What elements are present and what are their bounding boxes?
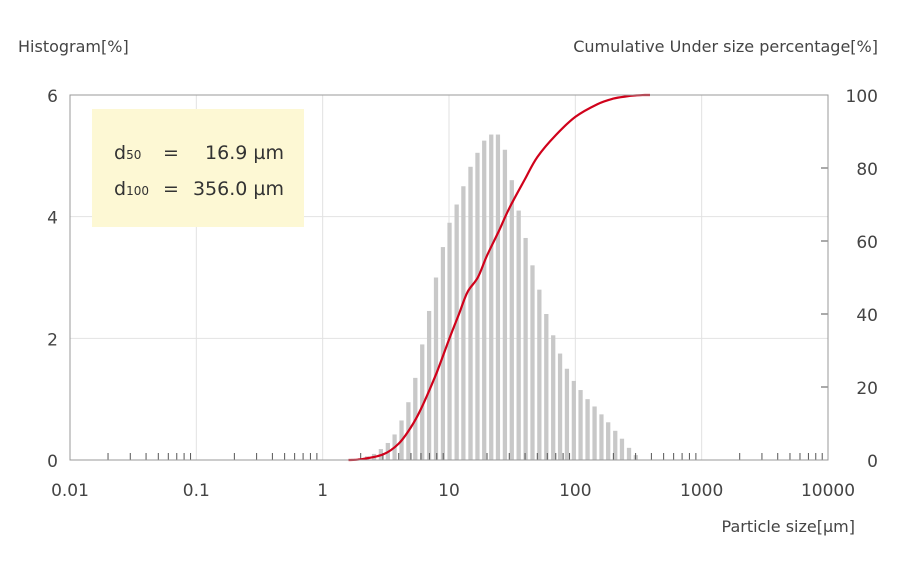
histogram-bar (420, 344, 425, 460)
histogram-bar (523, 237, 528, 460)
y-left-tick-label: 6 (47, 87, 58, 107)
histogram-bar (482, 140, 487, 460)
histogram-bar (447, 222, 452, 460)
histogram-bar (571, 380, 576, 460)
histogram-bars (351, 134, 638, 461)
d50-row: d50 (114, 142, 141, 164)
histogram-bar (502, 149, 508, 460)
x-tick-label: 10 (438, 481, 460, 501)
histogram-bar (557, 353, 563, 460)
histogram-bar (578, 390, 583, 460)
y-right-tick-label: 80 (856, 160, 878, 180)
d100-row: d100 (114, 178, 149, 200)
x-tick-label: 10000 (801, 481, 855, 501)
x-axis-label: Particle size[µm] (722, 517, 855, 536)
histogram-bar (585, 399, 590, 460)
d50-equals: = (163, 142, 179, 164)
histogram-bar (613, 430, 618, 460)
histogram-bar (461, 186, 466, 460)
y-left-axis-label: Histogram[%] (18, 37, 129, 56)
histogram-bar (606, 422, 611, 460)
y-left-tick-labels: 0 2 4 6 (47, 87, 58, 472)
histogram-bar (454, 204, 459, 460)
d50-subscript: 50 (126, 148, 141, 162)
y-right-tick-label: 20 (856, 379, 878, 399)
x-tick-label: 100 (559, 481, 591, 501)
x-tick-label: 0.01 (51, 481, 89, 501)
y-right-tick-label: 40 (856, 306, 878, 326)
x-tick-label: 0.1 (183, 481, 210, 501)
y-left-tick-label: 2 (47, 330, 58, 350)
y-right-tick-label: 100 (846, 87, 878, 107)
x-tick-labels: 0.01 0.1 1 10 100 1000 10000 (51, 481, 855, 501)
histogram-bar (468, 166, 473, 461)
histogram-bar (495, 134, 501, 460)
cumulative-curve (348, 93, 650, 462)
y-right-tick-label: 0 (867, 452, 878, 472)
histogram-bar (619, 438, 625, 460)
stats-box: d50 = 16.9 µm d100 = 356.0 µm (92, 109, 304, 227)
y-right-tick-label: 60 (856, 233, 878, 253)
histogram-bar (489, 134, 494, 460)
histogram-bar (475, 152, 480, 460)
y-left-tick-label: 0 (47, 452, 58, 472)
d50-label: d (114, 142, 126, 164)
x-tick-label: 1 (317, 481, 328, 501)
y-right-tick-labels: 0 20 40 60 80 100 (846, 87, 878, 472)
plot-frame (69, 94, 829, 461)
histogram-bar (544, 314, 549, 460)
x-tick-label: 1000 (680, 481, 723, 501)
y-left-tick-label: 4 (47, 209, 58, 229)
histogram-bar (530, 265, 535, 460)
d50-value: 16.9 µm (205, 142, 284, 164)
y-right-axis-label: Cumulative Under size percentage[%] (573, 37, 878, 56)
histogram-bar (426, 310, 432, 460)
histogram-bar (537, 289, 542, 460)
histogram-bar (599, 414, 604, 460)
histogram-bar (509, 180, 514, 460)
stats-box-background (92, 109, 304, 227)
d100-value: 356.0 µm (193, 178, 284, 200)
histogram-bar (433, 277, 439, 460)
histogram-bar (551, 335, 556, 460)
histogram-bar (564, 368, 570, 460)
d100-subscript: 100 (126, 184, 149, 198)
d100-label: d (114, 178, 126, 200)
histogram-bar (516, 210, 521, 460)
d100-equals: = (163, 178, 179, 200)
histogram-bar (592, 406, 597, 460)
histogram-bar (626, 447, 632, 460)
